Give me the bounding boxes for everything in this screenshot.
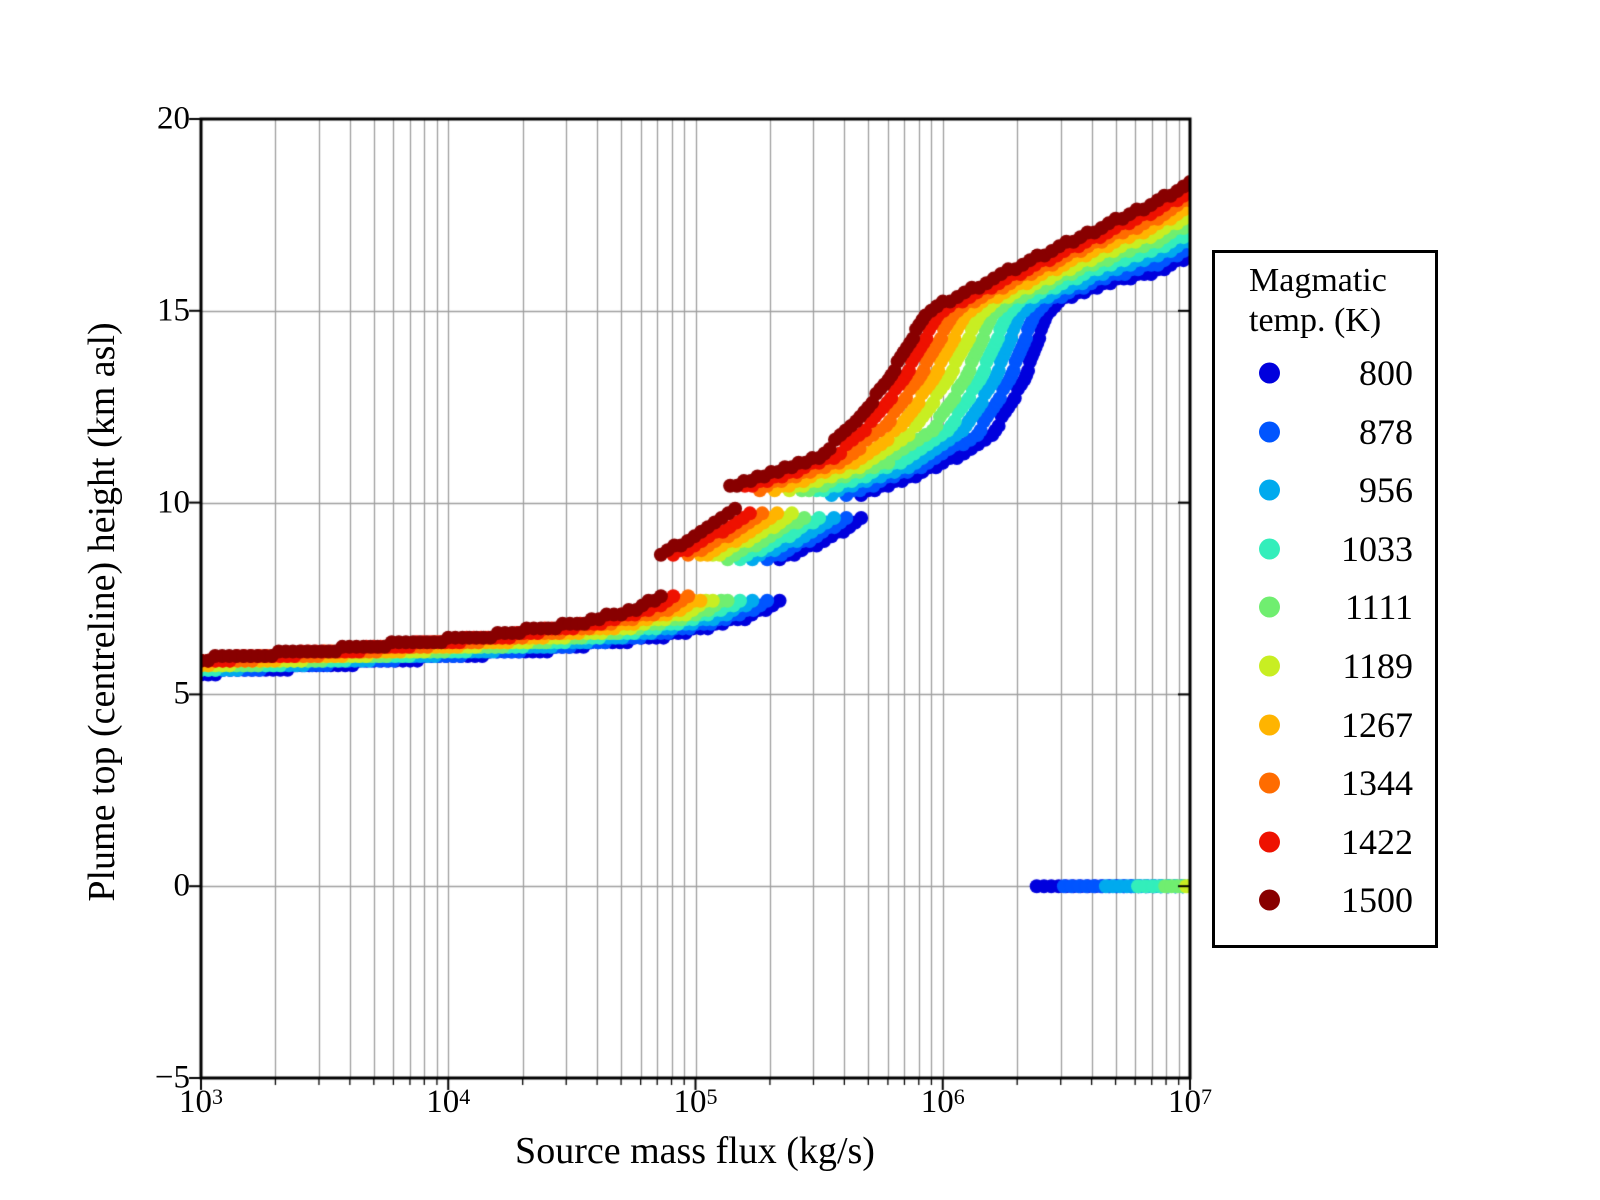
y-axis-title: Plume top (centreline) height (km asl) bbox=[81, 322, 123, 902]
legend-title: Magmatic temp. (K) bbox=[1249, 261, 1387, 341]
legend-marker-icon bbox=[1259, 479, 1280, 501]
legend-entry-label: 1033 bbox=[1341, 528, 1413, 569]
legend-title-line1: Magmatic bbox=[1249, 262, 1387, 299]
legend-entry-label: 1422 bbox=[1341, 821, 1413, 862]
legend-marker-icon bbox=[1259, 714, 1280, 736]
y-tick-label: 0 bbox=[173, 867, 191, 904]
legend-marker-icon bbox=[1259, 831, 1280, 853]
legend-marker-icon bbox=[1259, 421, 1280, 443]
legend-marker-icon bbox=[1259, 655, 1280, 677]
legend-box: Magmatic temp. (K) 800 878 956 1033 1111 1189… bbox=[1212, 250, 1438, 948]
legend-entry-label: 800 bbox=[1359, 353, 1413, 393]
legend-entry-label: 1189 bbox=[1342, 646, 1413, 686]
x-tick-label: 105 bbox=[673, 1084, 718, 1120]
y-tick-label: 5 bbox=[173, 675, 191, 712]
legend-entry-label: 1111 bbox=[1345, 587, 1413, 628]
y-tick-label: 20 bbox=[157, 100, 190, 137]
legend-title-line2: temp. (K) bbox=[1249, 302, 1382, 339]
legend-marker-icon bbox=[1259, 596, 1280, 618]
x-tick-label: 106 bbox=[920, 1084, 965, 1120]
x-tick-label: 103 bbox=[179, 1084, 223, 1120]
legend-entry-label: 878 bbox=[1359, 411, 1413, 452]
legend-entry-label: 1267 bbox=[1341, 704, 1413, 745]
x-tick-label: 104 bbox=[426, 1084, 471, 1120]
x-tick-label: 107 bbox=[1168, 1084, 1212, 1120]
y-tick-label: 15 bbox=[157, 292, 190, 329]
legend-marker-icon bbox=[1259, 362, 1280, 384]
y-tick-label: −5 bbox=[154, 1059, 190, 1096]
legend-marker-icon bbox=[1259, 772, 1280, 794]
legend-entry-label: 1500 bbox=[1341, 880, 1413, 921]
legend-entry-label: 956 bbox=[1359, 470, 1413, 511]
y-tick-label: 10 bbox=[157, 484, 190, 521]
x-axis-title: Source mass flux (kg/s) bbox=[515, 1130, 875, 1172]
legend-entry-label: 1344 bbox=[1341, 763, 1413, 804]
legend-marker-icon bbox=[1259, 538, 1280, 560]
legend-marker-icon bbox=[1259, 889, 1280, 911]
